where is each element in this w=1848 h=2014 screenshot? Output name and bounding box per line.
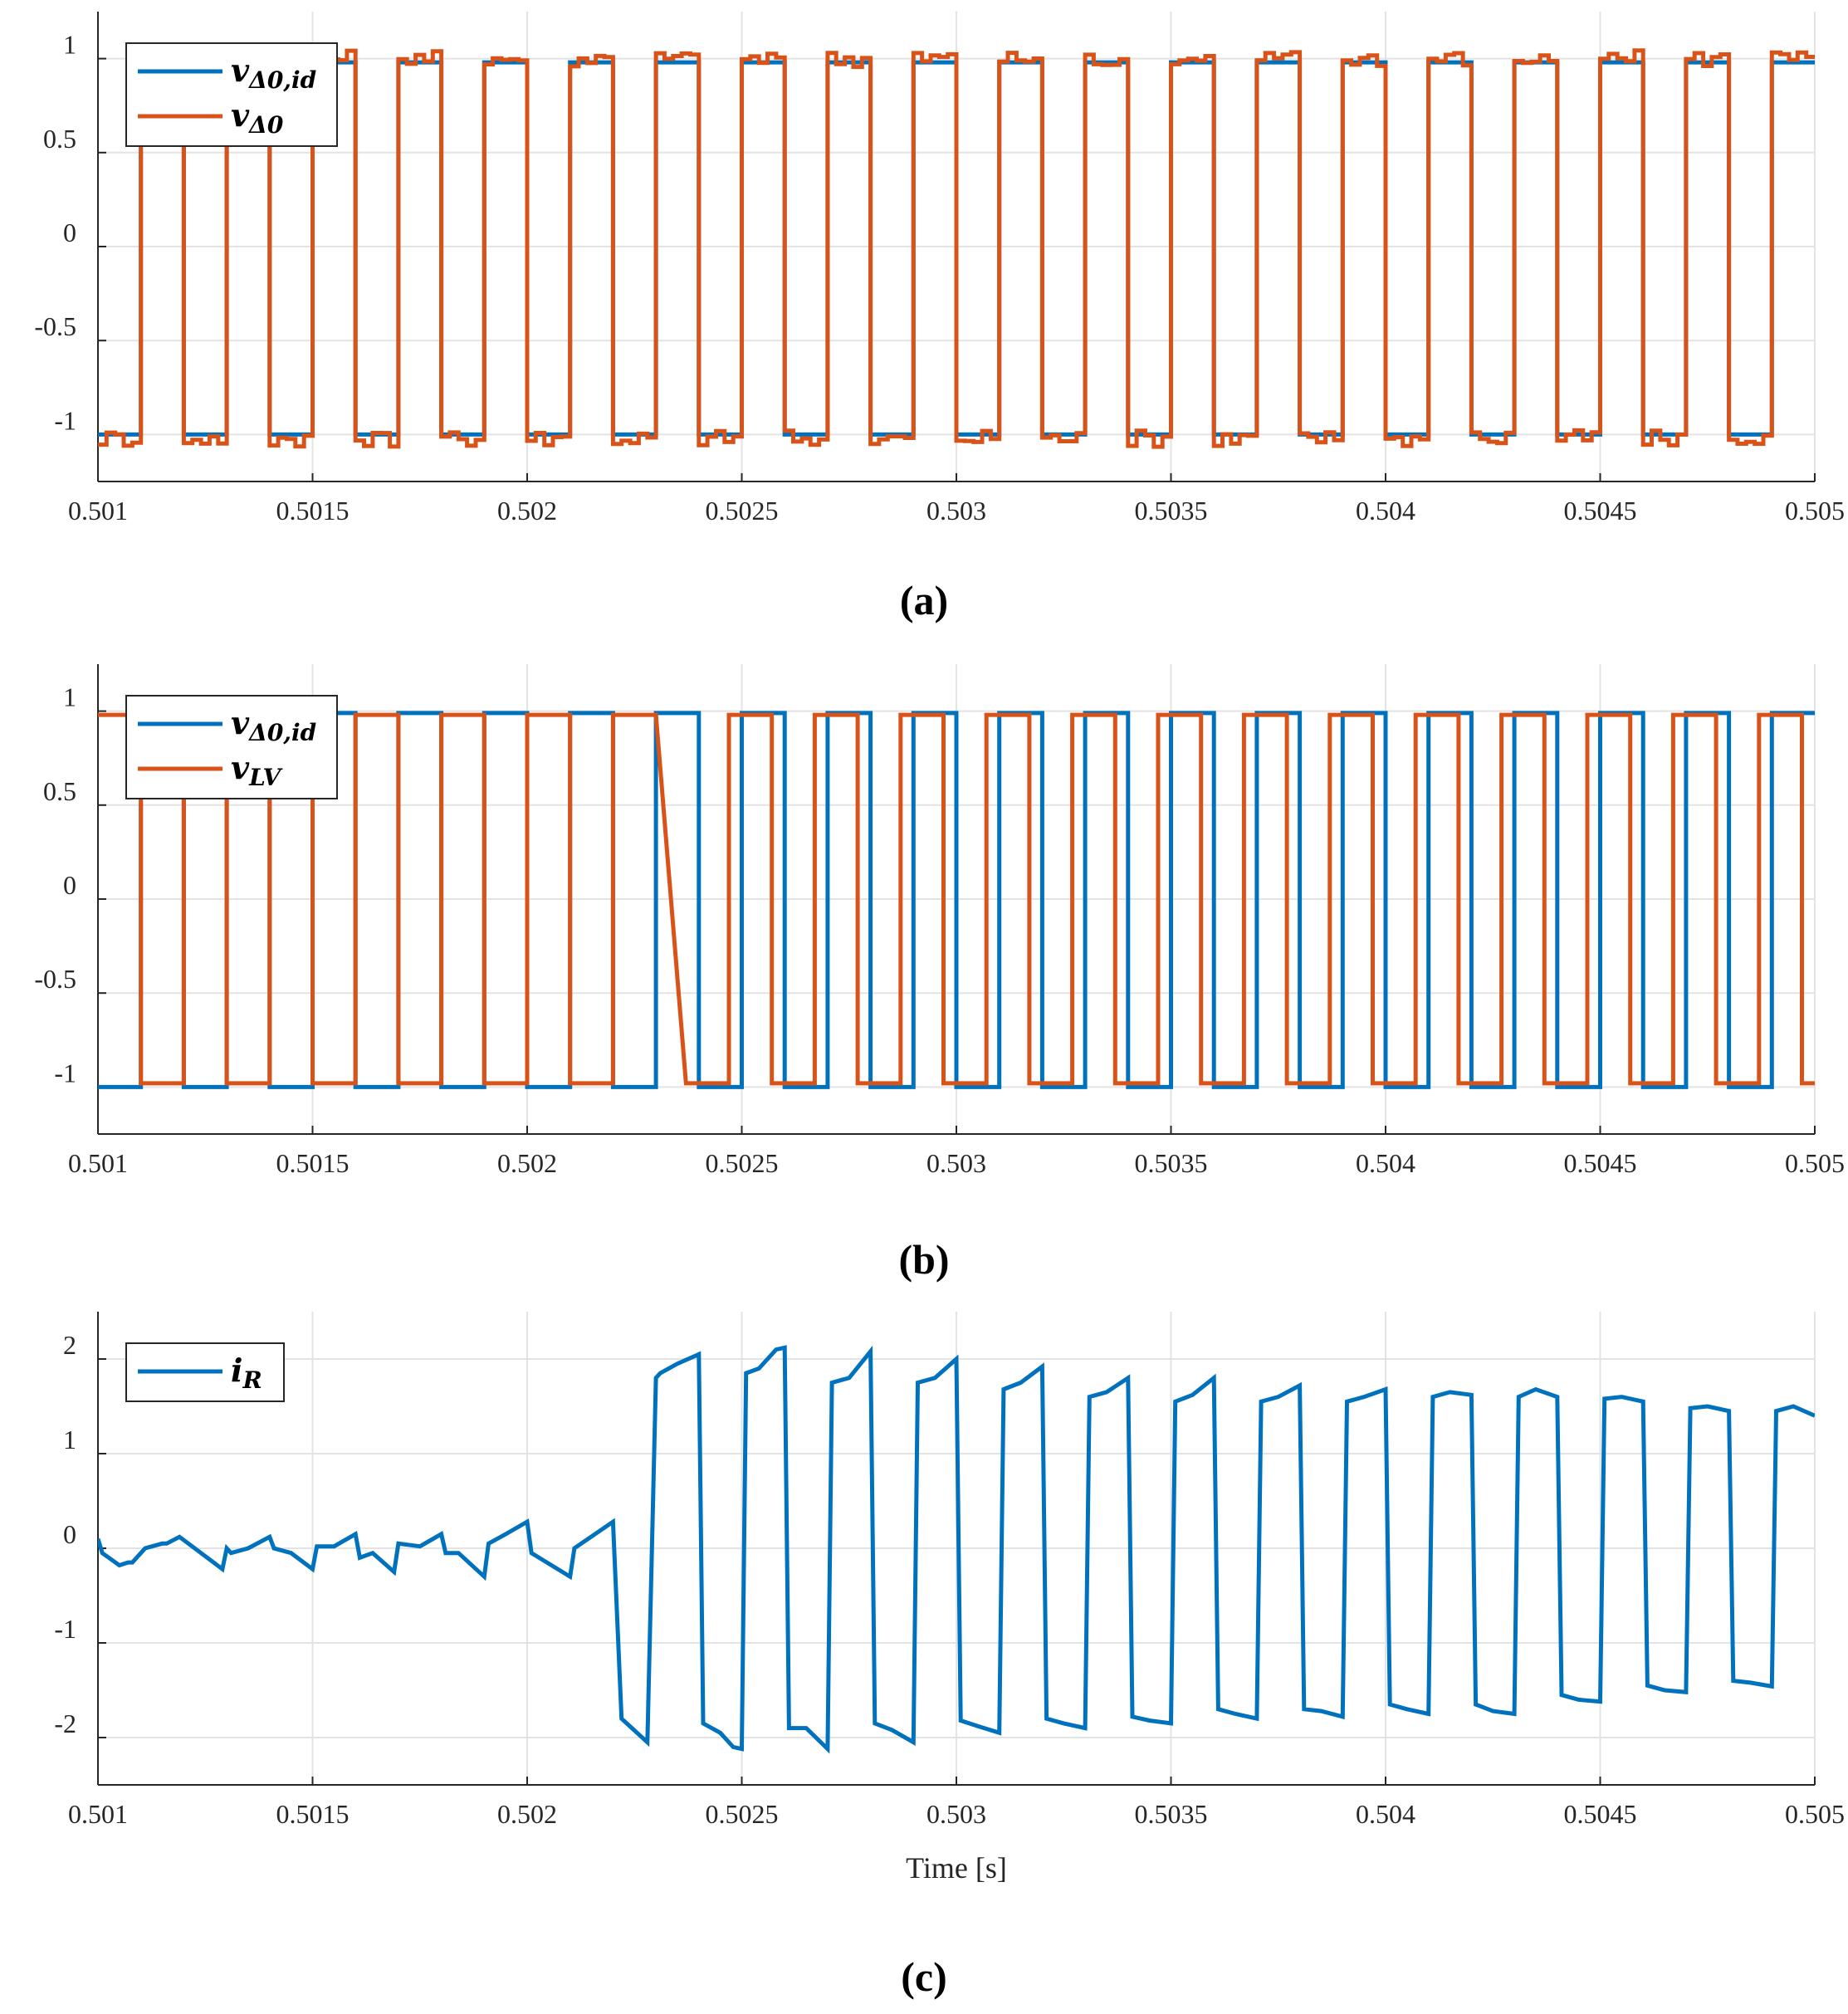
series-line-r (98, 1345, 1815, 1754)
x-tick-label: 0.5025 (706, 1799, 779, 1829)
x-tick-label: 0.5035 (1135, 1799, 1208, 1829)
x-tick-label: 0.5045 (1564, 1148, 1637, 1178)
x-tick-label: 0.503 (926, 1799, 986, 1829)
y-tick-label: 0.5 (43, 124, 76, 154)
x-axis-label: Time [s] (906, 1851, 1007, 1884)
x-tick-label: 0.5025 (706, 1148, 779, 1178)
chart-c: 0.501 0.5015 0.502 0.5025 0.503 0.5035 0.504 0.… (54, 1312, 1845, 2000)
x-tick-label: 0.5035 (1135, 1148, 1208, 1178)
x-tick-label: 0.5015 (276, 1148, 350, 1178)
y-tick-label: 2 (63, 1330, 76, 1360)
y-tick-label: 0 (63, 218, 76, 247)
x-tick-label: 0.5025 (706, 496, 779, 525)
series-line-0 (98, 48, 1815, 449)
legend-entry: vLV (231, 749, 283, 791)
x-tick-label: 0.503 (926, 496, 986, 525)
x-tick-label: 0.5035 (1135, 496, 1208, 525)
y-tick-label: -1 (54, 1058, 76, 1088)
x-tick-label: 0.504 (1356, 1799, 1415, 1829)
x-tick-label: 0.505 (1785, 496, 1845, 525)
x-tick-label: 0.5015 (276, 1799, 350, 1829)
x-tick-label: 0.505 (1785, 1148, 1845, 1178)
x-tick-label: 0.501 (68, 1799, 128, 1829)
x-tick-label: 0.5045 (1564, 496, 1637, 525)
x-tick-label: 0.502 (497, 1799, 557, 1829)
chart-b: 0.501 0.5015 0.502 0.5025 0.503 0.5035 0.504 0.… (34, 664, 1845, 1283)
legend-box (125, 42, 338, 147)
x-tick-label: 0.5045 (1564, 1799, 1637, 1829)
legend-entry: vΔ0 (231, 96, 284, 139)
y-tick-label: -2 (54, 1708, 76, 1738)
legend: iR (125, 1342, 285, 1402)
y-tick-label: 1 (63, 682, 76, 712)
x-tick-label: 0.502 (497, 1148, 557, 1178)
legend-box (125, 695, 338, 799)
legend-entry: iR (231, 1352, 262, 1394)
x-tick-label: 0.5015 (276, 496, 350, 525)
y-tick-label: 0 (63, 870, 76, 900)
x-tick-label: 0.501 (68, 496, 128, 525)
y-tick-label: 1 (63, 1425, 76, 1454)
y-tick-label: 0.5 (43, 776, 76, 806)
y-tick-label: -0.5 (34, 964, 76, 994)
y-tick-label: 0 (63, 1519, 76, 1549)
y-tick-label: 1 (63, 30, 76, 60)
series-line-lv (98, 712, 1815, 1086)
panel-label: (a) (900, 577, 948, 623)
x-tick-label: 0.505 (1785, 1799, 1845, 1829)
x-tick-label: 0.502 (497, 496, 557, 525)
x-tick-label: 0.504 (1356, 496, 1415, 525)
x-tick-label: 0.504 (1356, 1148, 1415, 1178)
legend-entry: vΔ0,id (231, 51, 316, 94)
x-tick-label: 0.501 (68, 1148, 128, 1178)
panel-label: (c) (901, 1953, 947, 2000)
y-tick-label: -1 (54, 405, 76, 435)
chart-a: 0.501 0.5015 0.502 0.5025 0.503 0.5035 0.504 0.… (34, 12, 1845, 623)
legend-entry: vΔ0,id (231, 704, 316, 746)
y-tick-label: -1 (54, 1614, 76, 1644)
x-tick-label: 0.503 (926, 1148, 986, 1178)
y-tick-label: -0.5 (34, 311, 76, 341)
panel-label: (b) (898, 1236, 949, 1283)
